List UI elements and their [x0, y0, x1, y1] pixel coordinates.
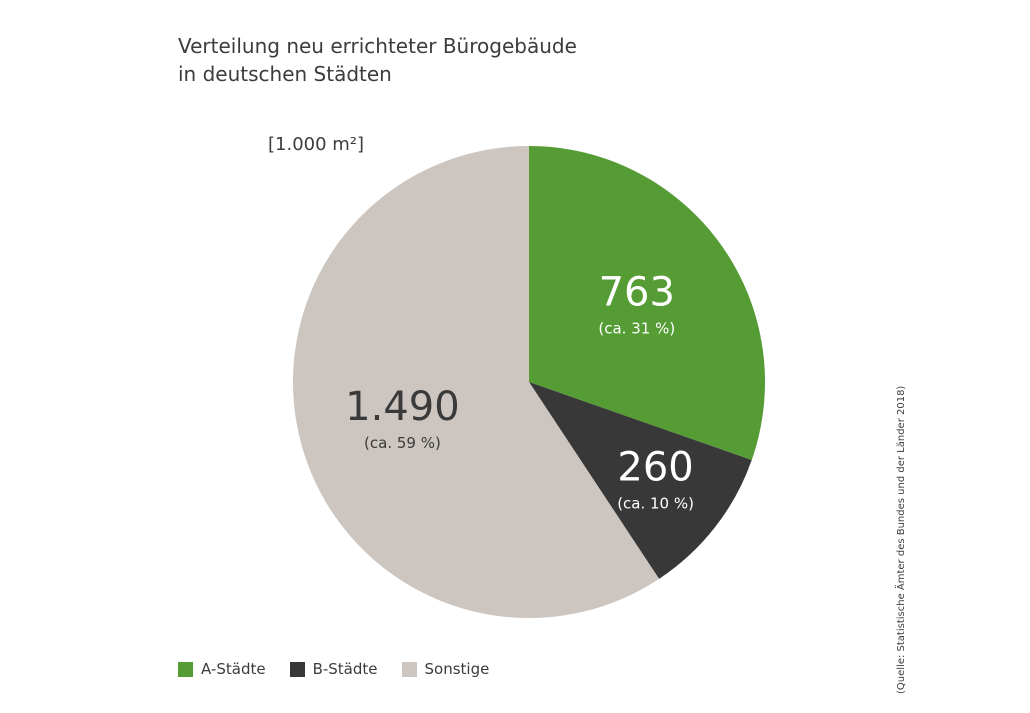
legend-swatch-sonstige [401, 661, 417, 677]
slice-percent-label-a-staedte: (ca. 31 %) [598, 320, 675, 338]
slice-percent-label-b-staedte: (ca. 10 %) [617, 495, 694, 513]
pie-slice-b-staedte [529, 382, 752, 579]
unit-label: [1.000 m²] [268, 134, 365, 155]
source-note: (Quelle: Statistische Ämter des Bundes u… [896, 386, 910, 694]
legend-item-sonstige: Sonstige [401, 660, 490, 678]
slice-value-label-b-staedte: 260 [617, 445, 693, 491]
legend-item-b-staedte: B-Städte [289, 660, 378, 678]
chart-title-line-1: Verteilung neu errichteter Bürogebäude [178, 34, 577, 58]
pie-slice-sonstige [293, 145, 660, 618]
slice-value-label-a-staedte: 763 [599, 270, 675, 316]
legend-label-sonstige: Sonstige [424, 660, 490, 678]
slice-value-label-sonstige: 1.490 [345, 384, 460, 430]
chart-title: Verteilung neu errichteter Bürogebäude i… [178, 32, 577, 88]
chart-title-line-2: in deutschen Städten [178, 62, 392, 86]
legend-swatch-a-staedte [178, 661, 193, 677]
slice-percent-label-sonstige: (ca. 59 %) [364, 434, 441, 452]
source-text: (Quelle: Statistische Ämter des Bundes u… [896, 385, 907, 694]
pie-slice-a-staedte [529, 146, 766, 461]
legend-label-b-staedte: B-Städte [312, 660, 378, 678]
legend-label-a-staedte: A-Städte [201, 660, 266, 678]
legend-item-a-staedte: A-Städte [178, 660, 266, 678]
legend: A-Städte B-Städte Sonstige [178, 660, 513, 678]
legend-swatch-b-staedte [289, 661, 305, 677]
